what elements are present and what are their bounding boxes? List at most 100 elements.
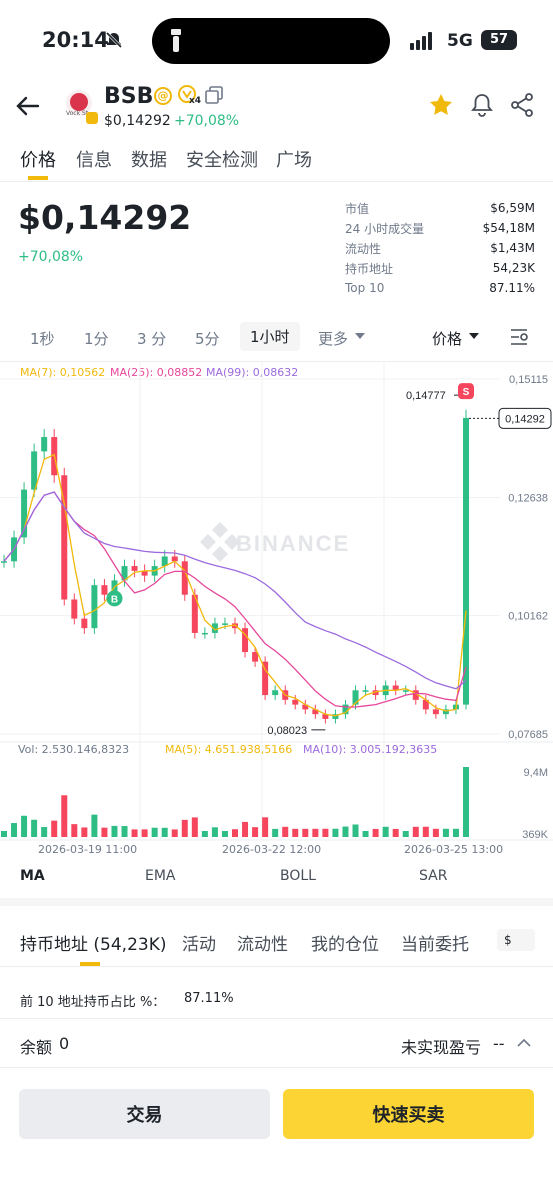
price-toggle[interactable]: 价格 [432, 330, 463, 348]
candle-body [191, 594, 198, 633]
stat-label: 流动性 [345, 241, 382, 256]
token-symbol: BSB [104, 84, 154, 109]
candle-body [131, 566, 138, 571]
token-logo-text: Vock St [66, 110, 89, 117]
indicator-boll[interactable]: BOLL [280, 868, 316, 884]
volume-bar [61, 795, 68, 837]
candle-body [262, 661, 269, 696]
at-badge-icon: @ [154, 87, 172, 105]
volume-tick-label: 369K [522, 829, 548, 841]
tab-security[interactable]: 安全检测 [186, 150, 258, 171]
stat-label: 24 小时成交量 [345, 221, 425, 236]
sell-marker [458, 383, 474, 400]
volume-bar [151, 827, 158, 837]
volume-bar [221, 831, 228, 837]
volume-legend: Vol: 2.530.146,8323 [18, 743, 130, 756]
chart-settings-icon[interactable] [509, 327, 531, 347]
holders-divider [0, 966, 553, 967]
quick-trade-button[interactable]: 快速买卖 [283, 1089, 534, 1139]
trade-button[interactable]: 交易 [19, 1089, 270, 1139]
timeframe-1m[interactable]: 1分 [84, 330, 109, 348]
stat-label: Top 10 [345, 281, 385, 295]
ma99-line [3, 491, 467, 690]
status-bar: 20:14 5G 57 [0, 0, 553, 82]
timeframe-5m[interactable]: 5分 [195, 330, 220, 348]
tab-liquidity[interactable]: 流动性 [237, 935, 288, 955]
holders-tab-indicator [80, 962, 100, 966]
tab-activity[interactable]: 活动 [182, 935, 216, 955]
back-arrow-icon[interactable] [14, 92, 42, 120]
tab-my-position[interactable]: 我的仓位 [311, 935, 379, 955]
signal-icon [410, 32, 432, 50]
pnl-label: 未实现盈亏 [401, 1038, 482, 1057]
stat-value: 87.11% [489, 281, 535, 295]
candle-body [201, 632, 208, 635]
candle-body [352, 690, 359, 705]
y-tick-label: 0,15115 [509, 374, 548, 386]
indicator-sar[interactable]: SAR [419, 868, 448, 884]
tab-square[interactable]: 广场 [276, 150, 312, 171]
tab-price[interactable]: 价格 [20, 150, 56, 171]
candle-body [392, 685, 399, 691]
timeframe-more[interactable]: 更多 [318, 330, 349, 348]
volume-bar [51, 820, 58, 837]
currency-chip[interactable]: $ [497, 929, 535, 951]
timeframe-1h[interactable]: 1小时 [240, 322, 300, 351]
ma25-legend: MA(25): 0,08852 [110, 366, 203, 379]
candle-body [322, 714, 329, 719]
stat-value: $6,59M [490, 201, 535, 215]
balance-divider [0, 1018, 553, 1019]
candle-body [432, 709, 439, 715]
token-stats: 市值 $6,59M 24 小时成交量 $54,18M 流动性 $1,43M 持币地址 5… [345, 198, 535, 298]
chart-top-divider [0, 361, 553, 362]
star-icon[interactable] [428, 92, 454, 118]
status-time: 20:14 [42, 28, 109, 52]
chevron-up-icon[interactable] [517, 1038, 531, 1048]
volume-bar [111, 825, 118, 837]
caret-down-icon [469, 333, 479, 339]
token-logo [66, 90, 92, 116]
tab-data[interactable]: 数据 [131, 150, 167, 171]
boost-badge-icon [178, 85, 196, 103]
volume-bar [171, 829, 178, 837]
section-separator [0, 898, 553, 906]
x-axis-label: 2026-03-22 12:00 [222, 843, 322, 856]
volume-bar [452, 828, 459, 837]
volume-bar [121, 826, 128, 837]
candle-body [211, 623, 218, 633]
candle-body [1, 561, 7, 563]
network-type: 5G [447, 31, 473, 51]
volume-bar [71, 824, 78, 837]
sell-marker-label: S [463, 387, 470, 398]
volume-bar [432, 828, 439, 837]
volume-bar [91, 814, 98, 837]
tabs-divider [0, 181, 553, 182]
volume-bar [11, 823, 18, 837]
stat-value: $54,18M [482, 221, 535, 235]
x-axis-label: 2026-03-19 11:00 [38, 843, 138, 856]
candle-body [91, 585, 98, 629]
volume-tick-label: 9,4M [524, 767, 548, 779]
tab-holders[interactable]: 持币地址 (54,23K) [20, 935, 167, 955]
tab-open-orders[interactable]: 当前委托 [401, 935, 469, 955]
candlestick-chart[interactable]: 0,15115 0,12638 0,10162 0,07685 BINANCE 9,4… [0, 362, 553, 856]
timeframe-3m[interactable]: 3 分 [137, 330, 167, 348]
copy-icon[interactable] [205, 86, 223, 104]
candle-body [81, 618, 88, 629]
volume-bar [262, 817, 269, 837]
share-icon[interactable] [509, 92, 535, 118]
indicator-ma[interactable]: MA [20, 868, 45, 884]
tab-info[interactable]: 信息 [76, 150, 112, 171]
candle-body [402, 690, 409, 692]
candle-body [101, 585, 108, 595]
ma25-line [3, 491, 467, 708]
timeframe-1s[interactable]: 1秒 [30, 330, 55, 348]
y-tick-label: 0,12638 [508, 492, 548, 504]
volume-bar [81, 827, 88, 837]
volume-bar [201, 831, 208, 837]
volume-bar [382, 826, 389, 837]
bell-icon[interactable] [469, 92, 495, 118]
volume-bar [332, 828, 339, 837]
chain-icon [86, 112, 98, 124]
indicator-ema[interactable]: EMA [145, 868, 176, 884]
